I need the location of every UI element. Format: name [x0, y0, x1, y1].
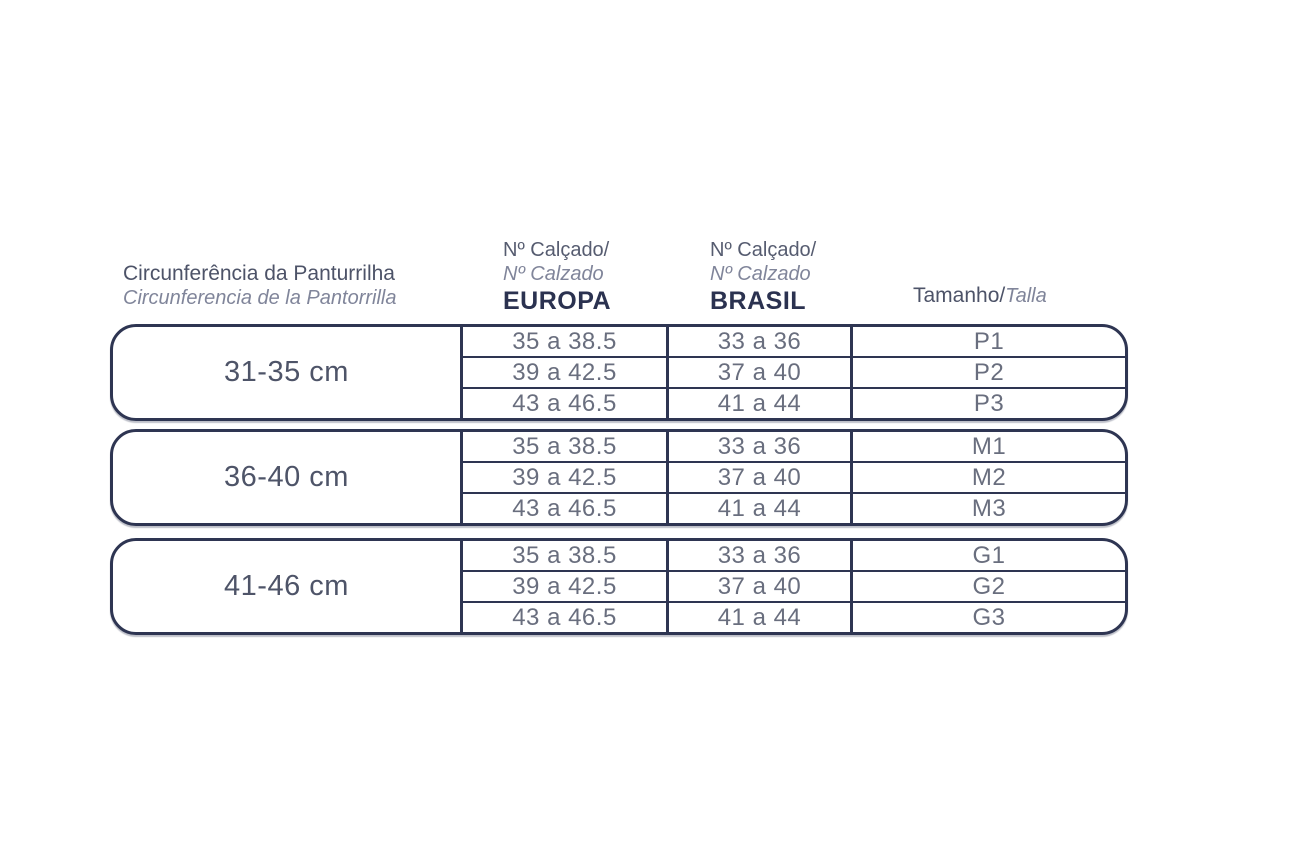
table-row: 43 a 46.5 41 a 44 G3	[463, 601, 1125, 632]
size-value: P3	[850, 389, 1125, 418]
table-row: 43 a 46.5 41 a 44 P3	[463, 387, 1125, 418]
calf-range-label: 31-35 cm	[113, 327, 463, 418]
brasil-value: 41 a 44	[666, 494, 850, 523]
header-shoe-size-brasil-es: Nº Calzado	[710, 263, 811, 285]
europa-value: 35 a 38.5	[512, 432, 617, 460]
europa-value: 43 a 46.5	[512, 494, 617, 522]
size-value: M2	[850, 463, 1125, 492]
header-shoe-size-brasil-pt: Nº Calçado/	[710, 239, 817, 261]
table-row: 35 a 38.5 33 a 36 M1	[463, 432, 1125, 461]
size-value: M1	[850, 432, 1125, 461]
size-group-rows: 35 a 38.5 33 a 36 M1 39 a 42.5 37 a 40 M…	[463, 432, 1125, 523]
brasil-value: 37 a 40	[666, 572, 850, 601]
header-europa-label: EUROPA	[503, 287, 612, 315]
header-shoe-size-europa: Nº Calçado/ Nº Calzado EUROPA	[462, 232, 668, 316]
table-row: 39 a 42.5 37 a 40 M2	[463, 461, 1125, 492]
size-value: P2	[850, 358, 1125, 387]
brasil-value: 33 a 36	[666, 327, 850, 356]
table-row: 39 a 42.5 37 a 40 G2	[463, 570, 1125, 601]
header-size-es: Talla	[1005, 285, 1047, 307]
europa-value: 43 a 46.5	[512, 389, 617, 417]
brasil-value: 37 a 40	[666, 463, 850, 492]
size-value: G1	[850, 541, 1125, 570]
table-row: 39 a 42.5 37 a 40 P2	[463, 356, 1125, 387]
brasil-value: 33 a 36	[666, 432, 850, 461]
europa-value: 35 a 38.5	[512, 541, 617, 569]
europa-value: 39 a 42.5	[512, 463, 617, 491]
table-header: Circunferência da Panturrilha Circunfere…	[110, 232, 1128, 316]
size-group-36-40: 36-40 cm 35 a 38.5 33 a 36 M1 39 a 42.5 …	[110, 429, 1128, 526]
europa-value: 43 a 46.5	[512, 603, 617, 631]
table-row: 35 a 38.5 33 a 36 G1	[463, 541, 1125, 570]
size-group-rows: 35 a 38.5 33 a 36 P1 39 a 42.5 37 a 40 P…	[463, 327, 1125, 418]
header-shoe-size-europa-es: Nº Calzado	[503, 263, 604, 285]
size-group-rows: 35 a 38.5 33 a 36 G1 39 a 42.5 37 a 40 G…	[463, 541, 1125, 632]
calf-range-label: 36-40 cm	[113, 432, 463, 523]
europa-value: 39 a 42.5	[512, 358, 617, 386]
brasil-value: 41 a 44	[666, 389, 850, 418]
header-calf-circumference: Circunferência da Panturrilha Circunfere…	[110, 232, 462, 316]
header-shoe-size-brasil: Nº Calçado/ Nº Calzado BRASIL	[668, 232, 852, 316]
header-brasil-label: BRASIL	[710, 287, 807, 315]
header-shoe-size-europa-pt: Nº Calçado/	[503, 239, 610, 261]
brasil-value: 41 a 44	[666, 603, 850, 632]
size-group-41-46: 41-46 cm 35 a 38.5 33 a 36 G1 39 a 42.5 …	[110, 538, 1128, 635]
table-row: 35 a 38.5 33 a 36 P1	[463, 327, 1125, 356]
brasil-value: 33 a 36	[666, 541, 850, 570]
brasil-value: 37 a 40	[666, 358, 850, 387]
header-calf-circumference-pt: Circunferência da Panturrilha	[123, 262, 395, 285]
size-value: M3	[850, 494, 1125, 523]
table-row: 43 a 46.5 41 a 44 M3	[463, 492, 1125, 523]
header-size-pt: Tamanho/	[913, 284, 1006, 307]
size-value: G2	[850, 572, 1125, 601]
europa-value: 39 a 42.5	[512, 572, 617, 600]
header-calf-circumference-es: Circunferencia de la Pantorrilla	[123, 287, 397, 309]
europa-value: 35 a 38.5	[512, 327, 617, 355]
header-size: Tamanho/ Talla	[852, 232, 1128, 316]
size-group-31-35: 31-35 cm 35 a 38.5 33 a 36 P1 39 a 42.5 …	[110, 324, 1128, 421]
size-value: P1	[850, 327, 1125, 356]
calf-range-label: 41-46 cm	[113, 541, 463, 632]
size-value: G3	[850, 603, 1125, 632]
